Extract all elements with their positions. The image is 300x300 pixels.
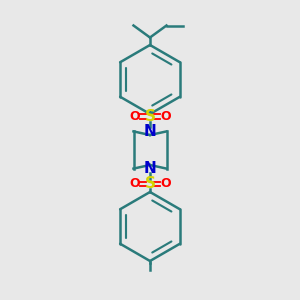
Text: O: O (160, 110, 171, 123)
Text: O: O (129, 177, 140, 190)
Text: S: S (145, 109, 155, 124)
Text: N: N (144, 161, 156, 176)
Text: O: O (129, 110, 140, 123)
Text: O: O (160, 177, 171, 190)
Text: N: N (144, 124, 156, 139)
Text: S: S (145, 176, 155, 191)
